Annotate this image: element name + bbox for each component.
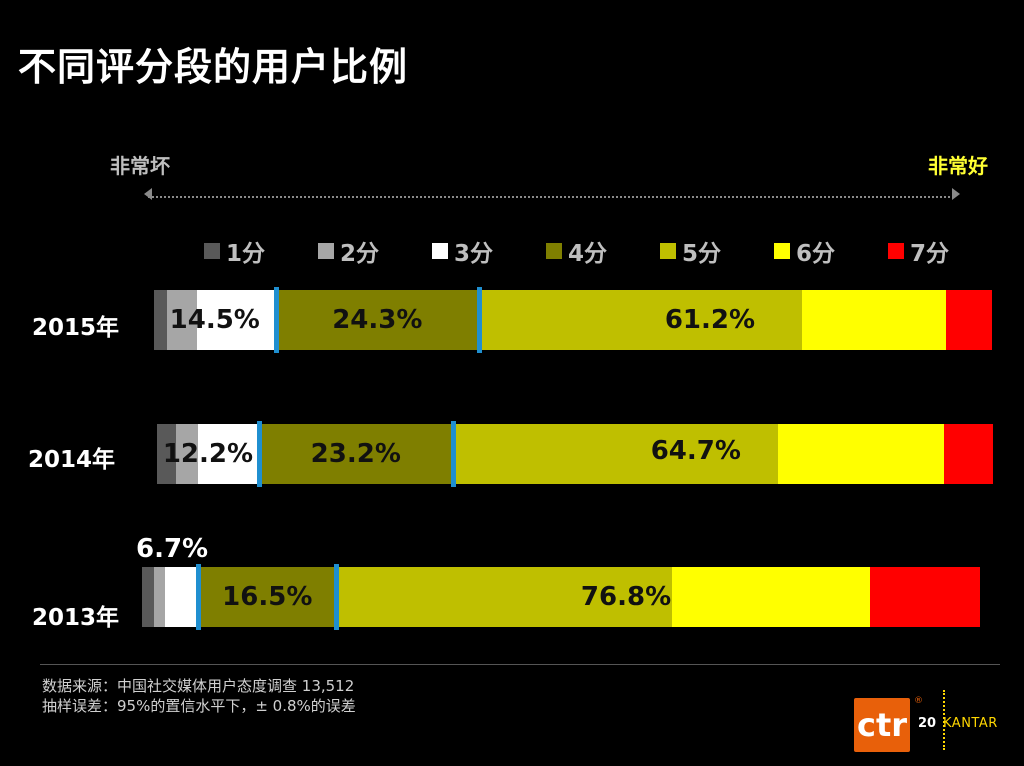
scale-arrow-line	[148, 196, 954, 198]
group-divider	[477, 287, 483, 353]
ctr-logo: ctr	[854, 698, 910, 752]
bar-segment	[943, 424, 994, 484]
group-divider	[196, 564, 202, 630]
category-label: 2014年	[28, 447, 116, 473]
legend-swatch	[432, 243, 448, 259]
scale-left-label: 非常坏	[110, 154, 170, 178]
legend-swatch	[318, 243, 334, 259]
error-text: 抽样误差：95%的置信水平下，± 0.8%的误差	[42, 697, 356, 715]
source-note: 数据来源：中国社交媒体用户态度调查 13,512 抽样误差：95%的置信水平下，…	[42, 676, 356, 716]
bar-segment	[336, 567, 673, 627]
legend-item: 2分	[318, 234, 432, 268]
bar-segment	[142, 567, 155, 627]
bar-segment	[452, 424, 779, 484]
bar-row: 12.2% 23.2% 64.7%	[157, 421, 994, 487]
data-label: 24.3%	[332, 305, 423, 335]
group-divider	[273, 287, 279, 353]
kantar-divider	[943, 690, 947, 750]
bar-segment	[153, 567, 166, 627]
data-label: 16.5%	[222, 582, 313, 612]
legend-item: 7分	[888, 234, 1002, 268]
source-text: 数据来源：中国社交媒体用户态度调查 13,512	[42, 677, 355, 695]
bar-segment	[258, 424, 454, 484]
bar-segment	[154, 290, 168, 350]
legend-label: 5分	[682, 241, 722, 267]
group-divider	[450, 421, 456, 487]
chart-legend: 1分 2分 3分 4分 5分 6分 7分	[204, 234, 1002, 268]
group-divider	[334, 564, 340, 630]
legend-item: 6分	[774, 234, 888, 268]
bar-segment	[945, 290, 993, 350]
footer-divider	[40, 664, 1000, 665]
data-label: 64.7%	[650, 436, 741, 466]
bar-segment	[166, 290, 198, 350]
scale-right-label: 非常好	[928, 154, 988, 178]
legend-label: 2分	[340, 241, 380, 267]
bar-segment	[197, 424, 260, 484]
data-label: 14.5%	[169, 305, 260, 335]
data-label: 61.2%	[664, 305, 756, 335]
bar-segment	[479, 290, 803, 350]
legend-label: 3分	[454, 241, 494, 267]
legend-item: 4分	[546, 234, 660, 268]
bar-segment	[870, 567, 981, 627]
arrow-right-icon	[952, 188, 960, 200]
category-label: 2015年	[32, 315, 120, 341]
legend-label: 6分	[796, 241, 836, 267]
legend-swatch	[774, 243, 790, 259]
legend-item: 3分	[432, 234, 546, 268]
arrow-left-icon	[144, 188, 152, 200]
bar-segment	[198, 567, 337, 627]
data-label: 76.8%	[580, 582, 672, 612]
bar-segment	[671, 567, 871, 627]
legend-swatch	[546, 243, 562, 259]
page-title: 不同评分段的用户比例	[18, 45, 409, 89]
bar-segment	[196, 290, 276, 350]
data-label: 12.2%	[162, 439, 254, 469]
bar-segment	[778, 424, 945, 484]
legend-label: 4分	[568, 241, 608, 267]
legend-swatch	[888, 243, 904, 259]
category-label: 2013年	[32, 605, 120, 631]
registered-mark: ®	[914, 696, 923, 706]
bar-segment	[275, 290, 480, 350]
bar-segment	[157, 424, 177, 484]
group-divider	[256, 421, 262, 487]
data-label: 23.2%	[310, 439, 401, 469]
data-label: 6.7%	[136, 534, 209, 564]
page-number: 20	[918, 716, 937, 731]
legend-label: 7分	[910, 241, 950, 267]
legend-item: 5分	[660, 234, 774, 268]
bar-segment	[176, 424, 199, 484]
kantar-logo: KANTAR	[943, 716, 998, 731]
bar-segment	[165, 567, 199, 627]
legend-swatch	[660, 243, 676, 259]
bar-row: 16.5% 76.8%	[142, 564, 981, 630]
legend-label: 1分	[226, 241, 266, 267]
bar-row: 14.5% 24.3% 61.2%	[154, 287, 993, 353]
bar-segment	[801, 290, 947, 350]
legend-item: 1分	[204, 234, 318, 268]
legend-swatch	[204, 243, 220, 259]
